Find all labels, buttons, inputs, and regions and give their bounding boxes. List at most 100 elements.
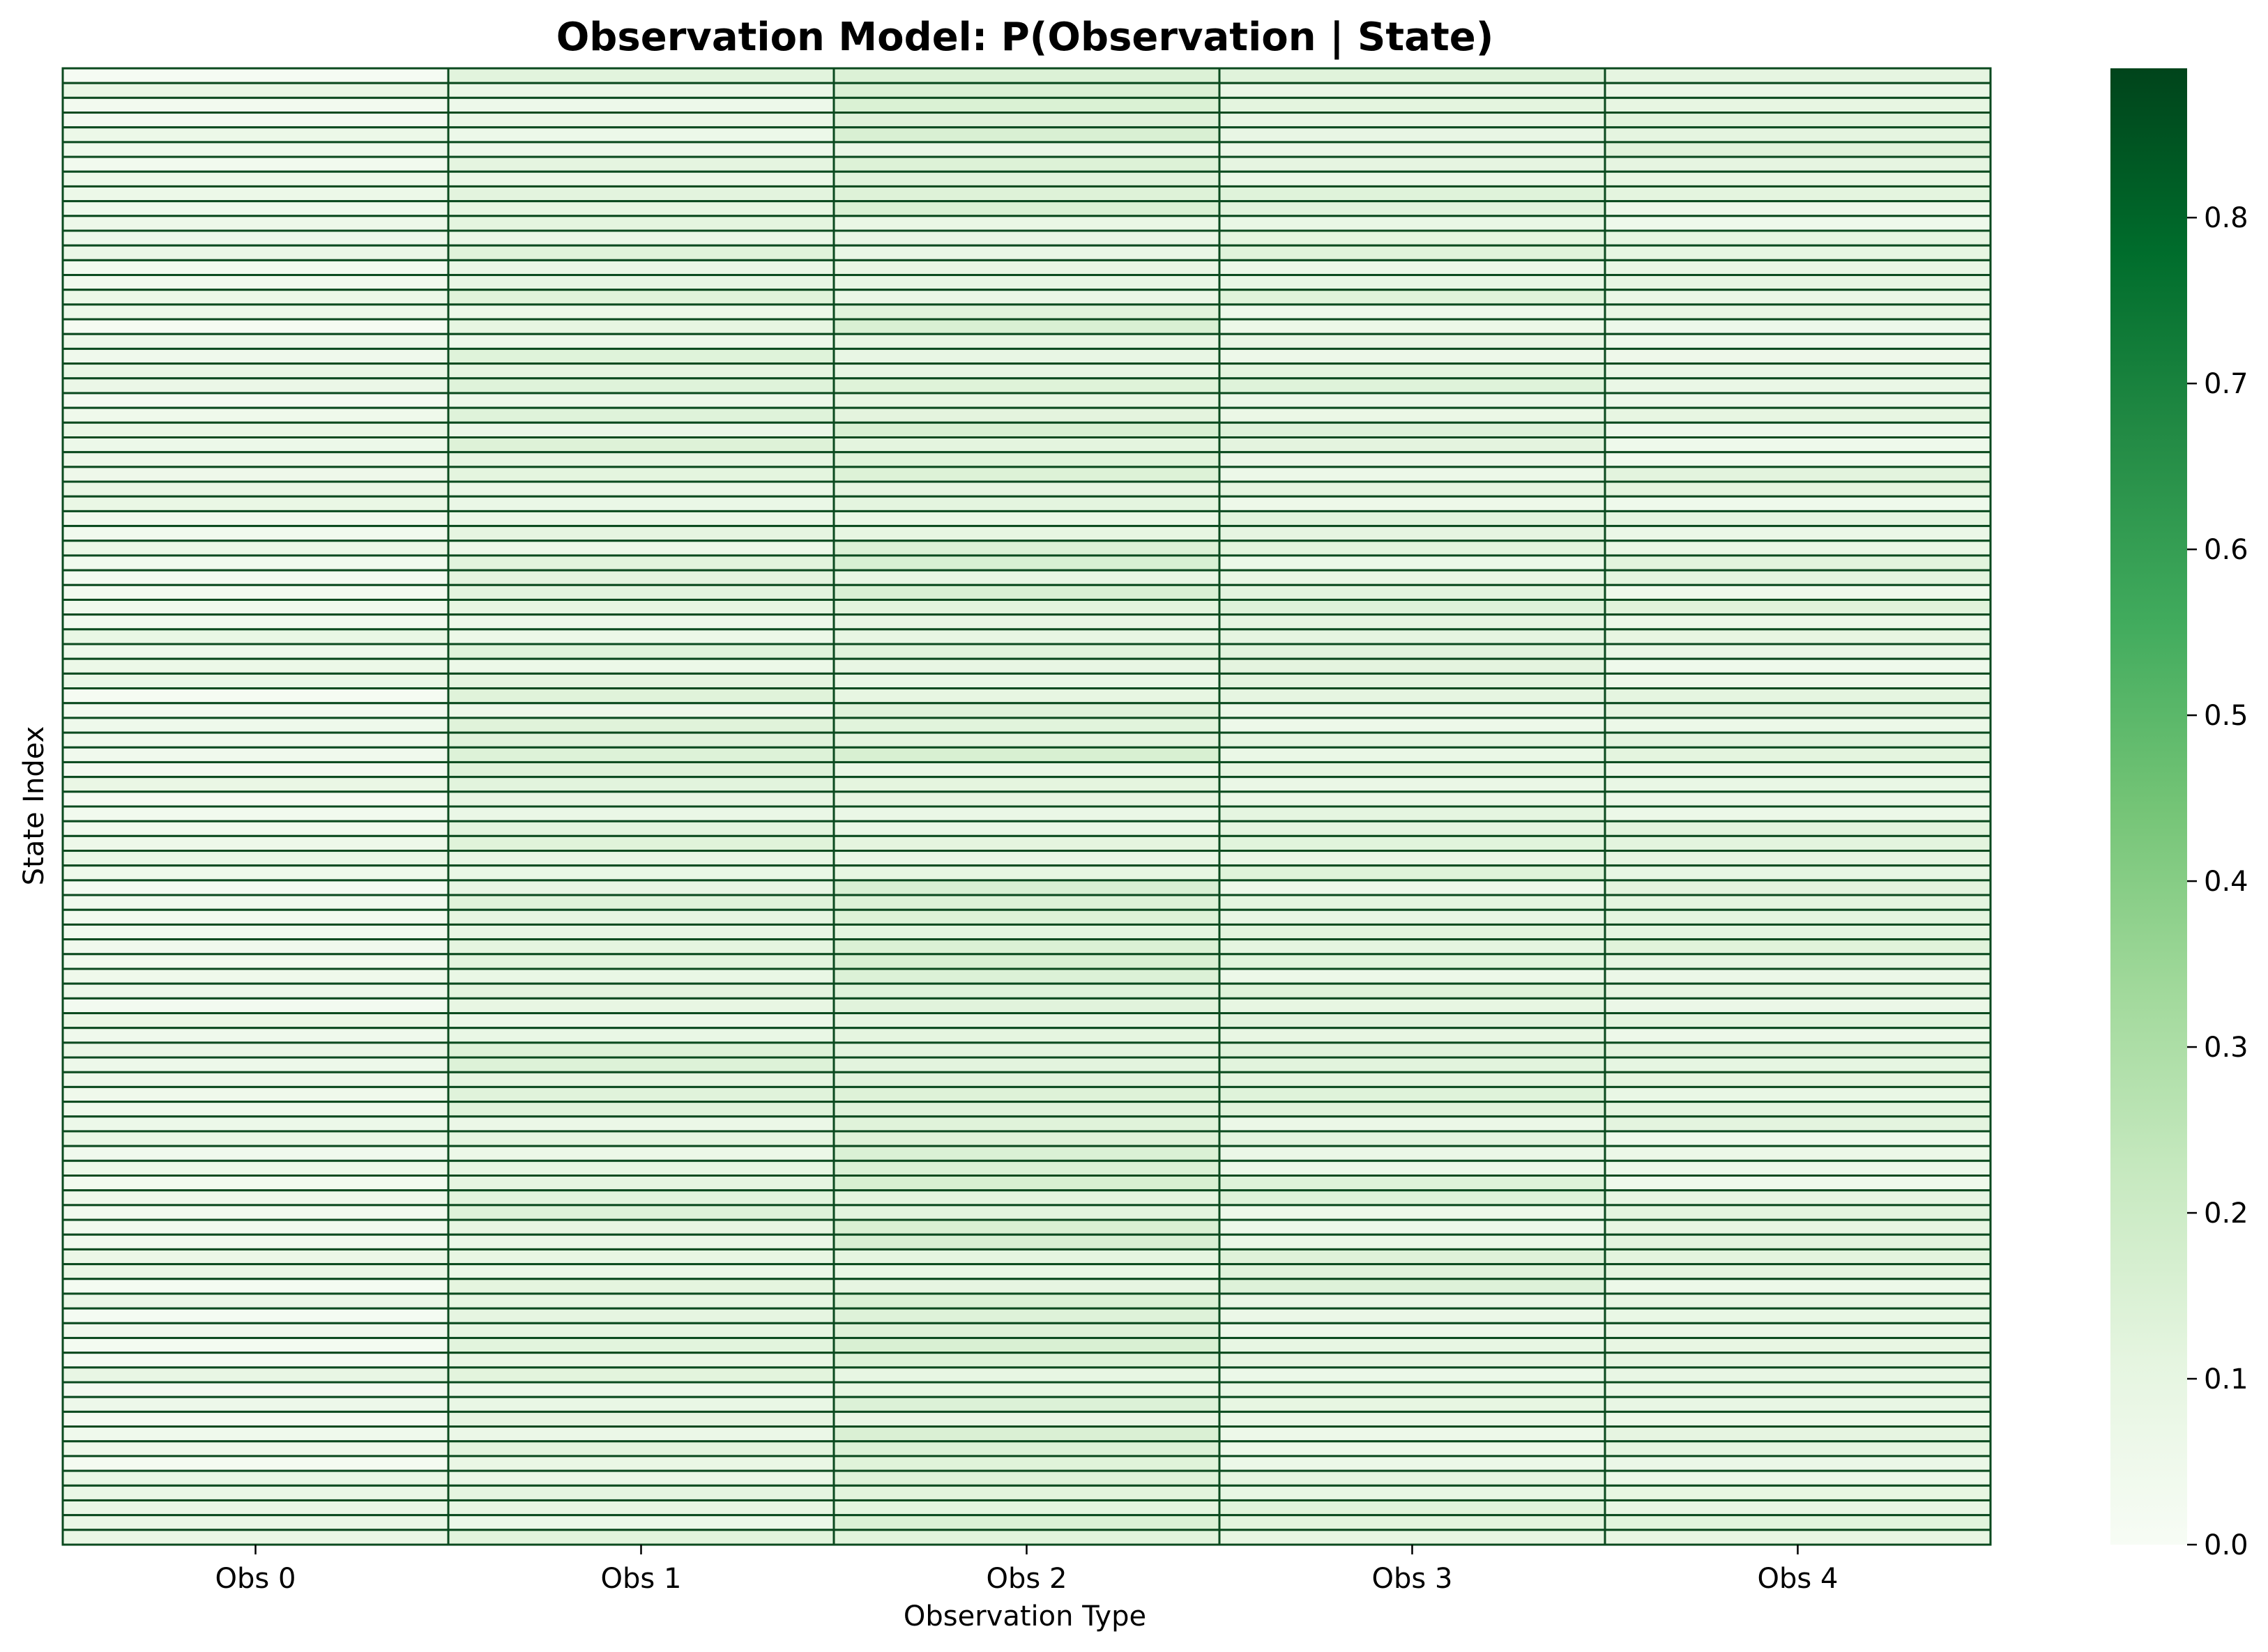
heatmap-cell (832, 495, 1221, 512)
heatmap-cell (61, 776, 450, 793)
heatmap-cell (832, 908, 1221, 926)
heatmap-cell (1218, 1204, 1606, 1221)
heatmap-cell (61, 141, 450, 158)
heatmap-cell (447, 1041, 835, 1059)
heatmap-cell (1604, 1514, 1992, 1531)
heatmap-cell (1218, 1041, 1606, 1059)
heatmap-cell (61, 1041, 450, 1059)
heatmap-cell (61, 480, 450, 498)
heatmap-cell (1604, 406, 1992, 424)
heatmap-cell (1218, 332, 1606, 350)
heatmap-cell (1604, 96, 1992, 114)
heatmap-cell (1218, 731, 1606, 749)
heatmap-cell (1218, 1455, 1606, 1472)
heatmap-cell (61, 1336, 450, 1354)
heatmap-cell (1604, 1130, 1992, 1147)
heatmap-cell (832, 289, 1221, 306)
heatmap-cell (447, 244, 835, 261)
heatmap-cell (1218, 126, 1606, 144)
heatmap-cell (832, 805, 1221, 823)
heatmap-cell (1218, 480, 1606, 498)
heatmap-cell (1218, 274, 1606, 291)
heatmap-cell (61, 1425, 450, 1443)
heatmap-cell (447, 392, 835, 409)
heatmap-cell (1604, 1322, 1992, 1339)
heatmap-cell (447, 1395, 835, 1413)
heatmap-cell (1604, 510, 1992, 528)
heatmap-cell (832, 1027, 1221, 1044)
heatmap-cell (832, 406, 1221, 424)
heatmap-cell (1604, 1469, 1992, 1487)
heatmap-cell (1218, 1233, 1606, 1251)
heatmap-cell (1218, 96, 1606, 114)
heatmap-cell (1604, 583, 1992, 601)
colorbar (2110, 68, 2187, 1545)
heatmap-cell (1604, 540, 1992, 557)
heatmap-cell (61, 1218, 450, 1236)
heatmap-cell (61, 1381, 450, 1398)
heatmap-cell (61, 525, 450, 542)
heatmap-cell (447, 1292, 835, 1310)
heatmap-cell (832, 583, 1221, 601)
heatmap-cell (1604, 259, 1992, 277)
heatmap-cell (1218, 510, 1606, 528)
heatmap-cell (447, 1455, 835, 1472)
heatmap-cell (447, 377, 835, 395)
x-axis-ticks: Obs 0 Obs 1 Obs 2 Obs 3 Obs 4 (215, 1545, 1838, 1595)
heatmap-cell (61, 1484, 450, 1501)
heatmap-cell (1218, 1175, 1606, 1192)
heatmap-cell (1218, 229, 1606, 247)
heatmap-cell (832, 1395, 1221, 1413)
heatmap-cell (447, 510, 835, 528)
heatmap-cell (832, 923, 1221, 941)
colorbar-tick-label: 0.5 (2204, 700, 2248, 732)
heatmap-cell (832, 510, 1221, 528)
heatmap-cell (1218, 746, 1606, 763)
heatmap-cell (1218, 1218, 1606, 1236)
heatmap-cell (447, 1085, 835, 1103)
heatmap-cell (447, 495, 835, 512)
heatmap-cell (832, 244, 1221, 261)
heatmap-cell (1604, 554, 1992, 572)
heatmap-cell (447, 820, 835, 837)
heatmap-cell (1604, 968, 1992, 985)
heatmap-cell (832, 1484, 1221, 1501)
heatmap-cell (1604, 1410, 1992, 1428)
heatmap-cell (447, 1484, 835, 1501)
heatmap-cell (61, 1189, 450, 1207)
heatmap-cell (1604, 82, 1992, 99)
heatmap-cell (447, 598, 835, 616)
heatmap-cell (447, 746, 835, 763)
heatmap-cell (61, 170, 450, 188)
heatmap-cell (61, 1071, 450, 1088)
heatmap-cell (61, 717, 450, 734)
heatmap-cell (1218, 1292, 1606, 1310)
x-tick-label: Obs 3 (1372, 1563, 1453, 1595)
heatmap-cell (832, 1101, 1221, 1118)
heatmap-cell (1604, 466, 1992, 483)
heatmap-cell (1604, 790, 1992, 808)
heatmap-cell (1604, 155, 1992, 173)
heatmap-cell (832, 864, 1221, 882)
heatmap-cell (1218, 702, 1606, 719)
heatmap-cell (832, 554, 1221, 572)
heatmap-cell (832, 820, 1221, 837)
heatmap-cell (447, 96, 835, 114)
heatmap-cell (61, 1352, 450, 1369)
heatmap-cell (1604, 953, 1992, 970)
colorbar-tick-label: 0.7 (2204, 368, 2248, 400)
x-axis-label: Observation Type (904, 1600, 1146, 1632)
heatmap-cell (1218, 244, 1606, 261)
heatmap-cell (1218, 908, 1606, 926)
heatmap-cell (832, 318, 1221, 335)
heatmap-cell (447, 569, 835, 586)
heatmap-cell (1218, 1130, 1606, 1147)
heatmap-cell (832, 1455, 1221, 1472)
heatmap-cell (832, 1248, 1221, 1266)
heatmap-cell (1218, 82, 1606, 99)
heatmap-cell (61, 1292, 450, 1310)
heatmap-cell (832, 1352, 1221, 1369)
heatmap-cell (1604, 1381, 1992, 1398)
heatmap-cell (61, 702, 450, 719)
heatmap-cell (61, 1056, 450, 1073)
